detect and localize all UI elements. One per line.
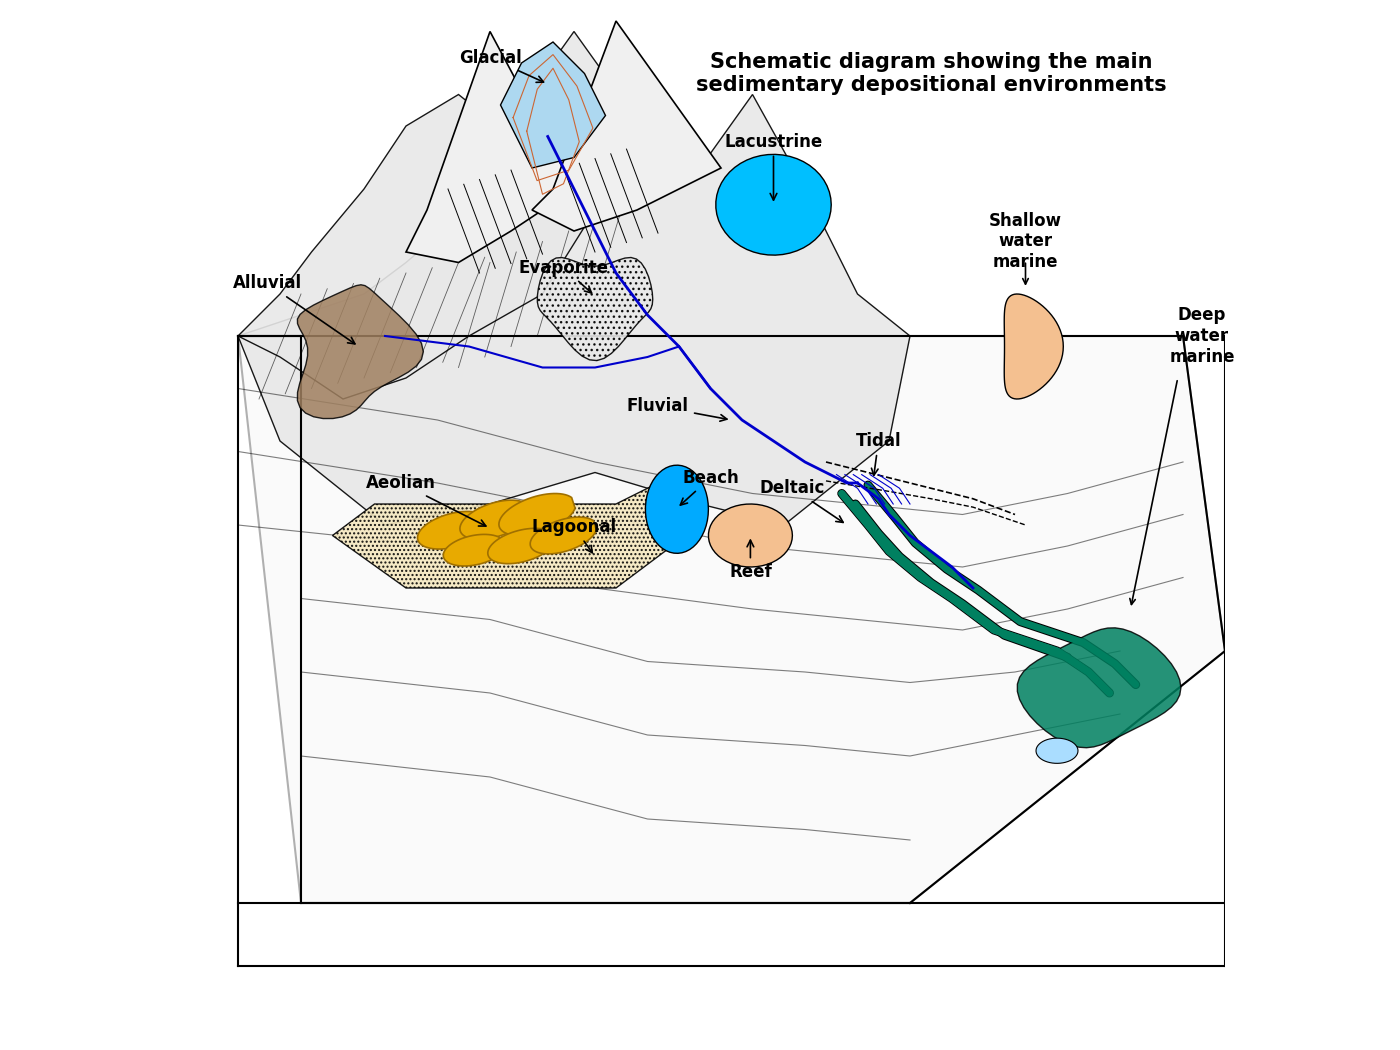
Polygon shape [487, 528, 554, 564]
Polygon shape [498, 494, 575, 536]
Text: Deep
water
marine: Deep water marine [1169, 307, 1235, 365]
Polygon shape [406, 32, 574, 262]
Polygon shape [532, 21, 721, 231]
Polygon shape [531, 517, 596, 554]
Text: Lacustrine: Lacustrine [724, 132, 823, 201]
Text: Evaporite: Evaporite [518, 258, 609, 293]
Polygon shape [1018, 628, 1182, 748]
Polygon shape [238, 94, 595, 399]
Text: Glacial: Glacial [459, 48, 543, 82]
Text: Aeolian: Aeolian [365, 474, 486, 526]
Text: Beach: Beach [680, 468, 739, 505]
Polygon shape [461, 500, 531, 540]
Text: Tidal: Tidal [855, 432, 902, 476]
Polygon shape [238, 336, 1225, 903]
Polygon shape [708, 504, 792, 567]
Polygon shape [645, 465, 708, 553]
Polygon shape [238, 32, 910, 525]
Text: Shallow
water
marine: Shallow water marine [988, 212, 1063, 271]
Polygon shape [501, 42, 605, 168]
Polygon shape [297, 285, 423, 419]
Polygon shape [333, 472, 700, 588]
Polygon shape [444, 534, 504, 566]
Text: Fluvial: Fluvial [627, 397, 727, 421]
Polygon shape [1004, 294, 1064, 399]
Polygon shape [538, 257, 652, 360]
Polygon shape [715, 154, 832, 255]
Text: Schematic diagram showing the main
sedimentary depositional environments: Schematic diagram showing the main sedim… [696, 51, 1166, 96]
Text: Reef: Reef [729, 540, 771, 582]
Text: Lagoonal: Lagoonal [532, 518, 616, 552]
Text: Alluvial: Alluvial [232, 274, 356, 343]
Polygon shape [1036, 738, 1078, 763]
Text: Deltaic: Deltaic [760, 479, 843, 523]
Polygon shape [417, 511, 489, 549]
